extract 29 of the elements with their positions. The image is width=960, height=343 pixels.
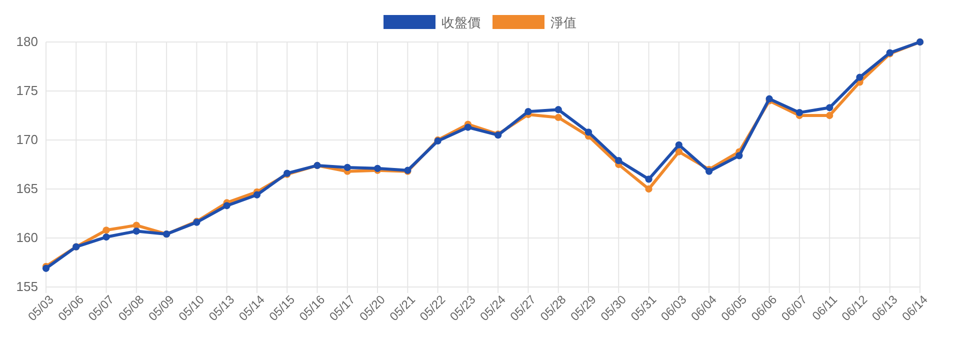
y-tick-label: 155 xyxy=(16,279,38,294)
point xyxy=(856,74,864,81)
point xyxy=(615,157,622,164)
y-tick-label: 175 xyxy=(16,83,38,98)
point xyxy=(645,185,652,193)
point xyxy=(584,128,592,136)
point xyxy=(554,106,562,114)
point xyxy=(524,108,532,116)
point xyxy=(102,226,110,234)
point xyxy=(675,148,682,156)
point xyxy=(223,202,230,210)
y-tick-label: 160 xyxy=(16,230,38,246)
point xyxy=(736,152,743,160)
y-tick-label: 165 xyxy=(16,181,38,196)
point xyxy=(826,104,834,112)
point xyxy=(826,112,834,120)
point xyxy=(253,191,261,198)
legend-label: 收盤價 xyxy=(442,16,480,31)
y-tick-label: 170 xyxy=(16,132,38,148)
point xyxy=(132,228,140,235)
point xyxy=(344,164,351,171)
point xyxy=(675,141,682,148)
point xyxy=(554,114,562,122)
point xyxy=(102,233,110,241)
point xyxy=(796,109,804,116)
y-tick-label: 180 xyxy=(16,34,38,50)
legend-label: 淨值 xyxy=(550,16,576,31)
point xyxy=(645,176,652,183)
point xyxy=(464,124,472,131)
